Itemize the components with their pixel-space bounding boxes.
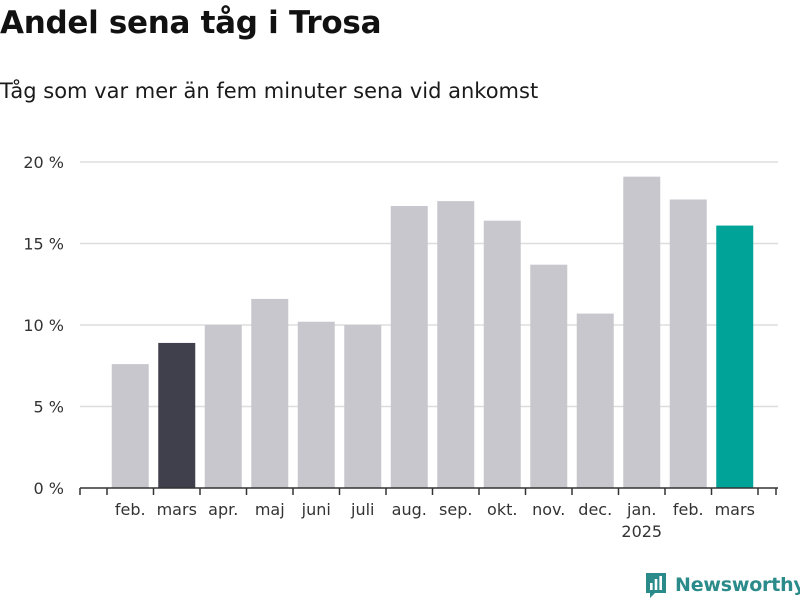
x-tick-label: mars: [157, 500, 197, 519]
bar-8: [437, 201, 475, 488]
x-tick-label: feb.: [115, 500, 146, 519]
bar-13: [669, 199, 707, 489]
grid-lines: [80, 161, 778, 408]
x-axis: [79, 487, 778, 495]
x-axis-tick-labels: feb. mars apr. maj juni juli aug. sep. okt. nov. d…: [115, 500, 755, 541]
bar-3: [204, 325, 242, 488]
x-tick-label: aug.: [392, 500, 427, 519]
bar-11: [576, 313, 614, 488]
x-tick-label: feb.: [673, 500, 704, 519]
y-tick-label: 10 %: [23, 316, 64, 335]
x-tick-label: apr.: [208, 500, 238, 519]
x-tick-label: juli: [350, 500, 374, 519]
y-tick-label: 5 %: [34, 398, 64, 417]
bar-14: [716, 225, 754, 488]
x-tick-label: mars: [715, 500, 755, 519]
brand-logo: Newsworthy: [644, 570, 800, 600]
x-tick-label: nov.: [532, 500, 565, 519]
bar-10: [530, 264, 568, 488]
chart-subtitle: Tåg som var mer än fem minuter sena vid …: [0, 79, 539, 103]
x-tick-label: juni: [301, 500, 331, 519]
x-tick-label: dec.: [578, 500, 612, 519]
x-tick-label: maj: [255, 500, 285, 519]
x-tick-label: okt.: [487, 500, 517, 519]
bar-2: [158, 342, 196, 488]
bar-5: [297, 321, 335, 488]
y-tick-label: 20 %: [23, 153, 64, 172]
y-tick-label: 0 %: [34, 479, 64, 498]
bars: [111, 176, 754, 489]
y-axis-tick-labels: 0 % 5 % 10 % 15 % 20 %: [23, 153, 64, 498]
bar-7: [390, 206, 428, 488]
x-year-label: 2025: [621, 522, 662, 541]
bar-12: [623, 176, 661, 489]
chart-title: Andel sena tåg i Trosa: [0, 5, 382, 41]
bar-4: [251, 298, 289, 488]
x-tick-label: sep.: [439, 500, 472, 519]
bar-1: [111, 364, 149, 488]
bar-9: [483, 220, 521, 488]
x-tick-label: jan.: [626, 500, 656, 519]
y-tick-label: 15 %: [23, 235, 64, 254]
newsworthy-logo-icon: [646, 573, 666, 598]
brand-name: Newsworthy: [675, 574, 800, 596]
bar-6: [344, 325, 382, 488]
